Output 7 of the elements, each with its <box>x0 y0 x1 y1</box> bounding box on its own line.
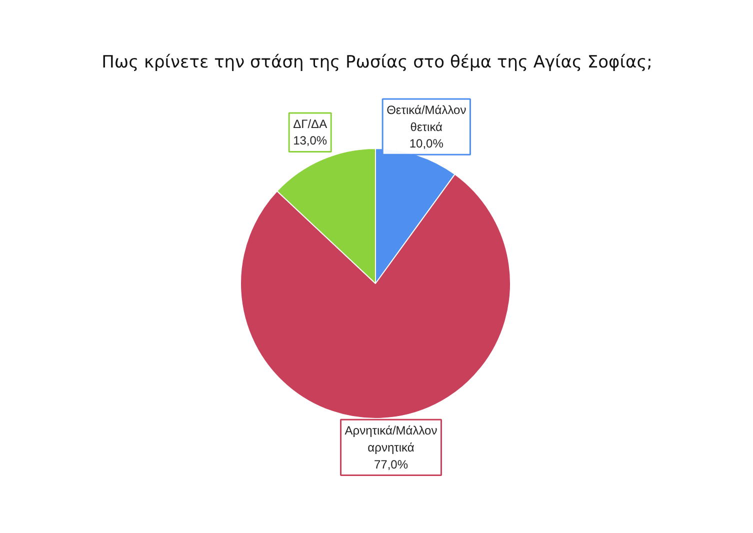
data-label: 77,0% <box>374 457 408 472</box>
slice-label: ΔΓ/ΔΑ <box>293 116 328 131</box>
data-label: 10,0% <box>409 136 444 151</box>
slice-label: Αρνητικά/Μάλλον αρνητικά <box>344 424 438 454</box>
data-label: 13,0% <box>293 134 328 148</box>
chart-title: Πως κρίνετε την στάση της Ρωσίας στο θέμα της Αγίας Σοφίας; <box>102 52 652 72</box>
slice-label: Θετικά/Μάλλον θετικά <box>386 103 466 134</box>
